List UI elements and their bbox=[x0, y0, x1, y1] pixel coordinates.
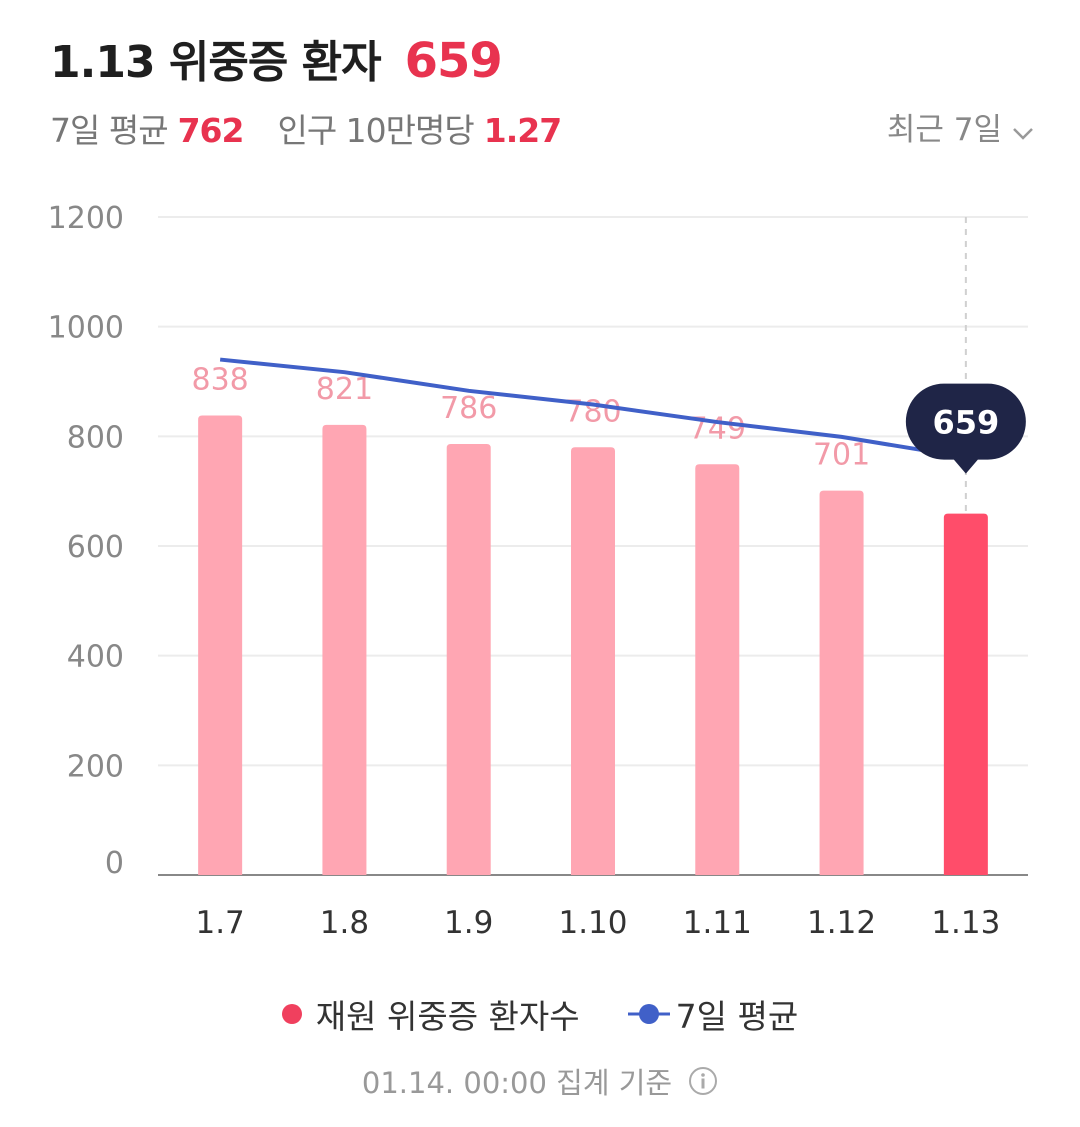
legend-item-line: 7일 평균 bbox=[627, 990, 799, 1038]
data-label: 838 bbox=[192, 362, 249, 397]
y-tick-label: 400 bbox=[67, 640, 124, 675]
y-tick-label: 0 bbox=[105, 846, 124, 881]
page-title: 1.13 위중증 환자 bbox=[50, 37, 382, 88]
legend: 재원 위중증 환자수 7일 평균 bbox=[0, 990, 1080, 1038]
footer-text: 01.14. 00:00 집계 기준 bbox=[361, 1066, 673, 1100]
x-tick-label: 1.7 bbox=[195, 905, 244, 941]
per-capita-value: 1.27 bbox=[483, 111, 562, 150]
title-row: 1.13 위중증 환자 659 bbox=[50, 26, 503, 90]
y-tick-label: 1200 bbox=[48, 201, 124, 236]
bar bbox=[819, 490, 864, 875]
data-label: 701 bbox=[813, 438, 870, 473]
chevron-down-icon bbox=[1012, 116, 1034, 140]
per-capita-label: 인구 10만명당 bbox=[277, 111, 474, 150]
tooltip-bubble bbox=[905, 383, 1026, 474]
data-label: 749 bbox=[689, 411, 746, 446]
bar-chart: 0 200 400 600 800 1000 1200 1.7 1.8 1.9 1.10 1.11 1.… bbox=[48, 201, 1028, 941]
y-tick-label: 600 bbox=[67, 530, 124, 565]
bar bbox=[695, 464, 740, 875]
period-dropdown[interactable]: 최근 7일 bbox=[887, 104, 1034, 149]
period-label: 최근 7일 bbox=[886, 112, 1002, 148]
legend-item-bars: 재원 위중증 환자수 bbox=[281, 990, 580, 1038]
bar bbox=[571, 447, 615, 875]
avg-label: 7일 평균 bbox=[50, 111, 169, 150]
y-tick-label: 800 bbox=[67, 420, 124, 455]
average-line bbox=[219, 357, 967, 460]
legend-line-label: 7일 평균 bbox=[675, 997, 799, 1036]
tooltip: 659 bbox=[905, 383, 1026, 474]
info-icon[interactable] bbox=[688, 1066, 718, 1096]
bar bbox=[198, 415, 243, 875]
x-tick-label: 1.12 bbox=[807, 905, 876, 941]
avg-value: 762 bbox=[177, 111, 245, 150]
data-label: 780 bbox=[564, 394, 621, 429]
bar bbox=[322, 424, 367, 875]
x-tick-label: 1.8 bbox=[320, 905, 369, 941]
x-tick-label: 1.10 bbox=[558, 905, 627, 941]
tooltip-value: 659 bbox=[932, 404, 999, 442]
y-tick-label: 200 bbox=[67, 749, 124, 784]
legend-line-marker bbox=[627, 995, 670, 1034]
x-tick-label: 1.9 bbox=[444, 905, 493, 941]
legend-dot bbox=[281, 1004, 302, 1024]
footer: 01.14. 00:00 집계 기준 bbox=[0, 1060, 1080, 1102]
x-tick-label: 1.11 bbox=[683, 905, 752, 941]
y-tick-label: 1000 bbox=[48, 311, 124, 346]
legend-bar-label: 재원 위중증 환자수 bbox=[315, 997, 580, 1036]
summary-row: 7일 평균 762 인구 10만명당 1.27 bbox=[50, 104, 562, 152]
bar bbox=[943, 513, 988, 875]
data-label: 821 bbox=[316, 372, 373, 407]
data-label: 786 bbox=[440, 391, 497, 426]
bar bbox=[446, 444, 491, 875]
x-tick-label: 1.13 bbox=[931, 905, 1000, 941]
title-value: 659 bbox=[404, 33, 503, 89]
